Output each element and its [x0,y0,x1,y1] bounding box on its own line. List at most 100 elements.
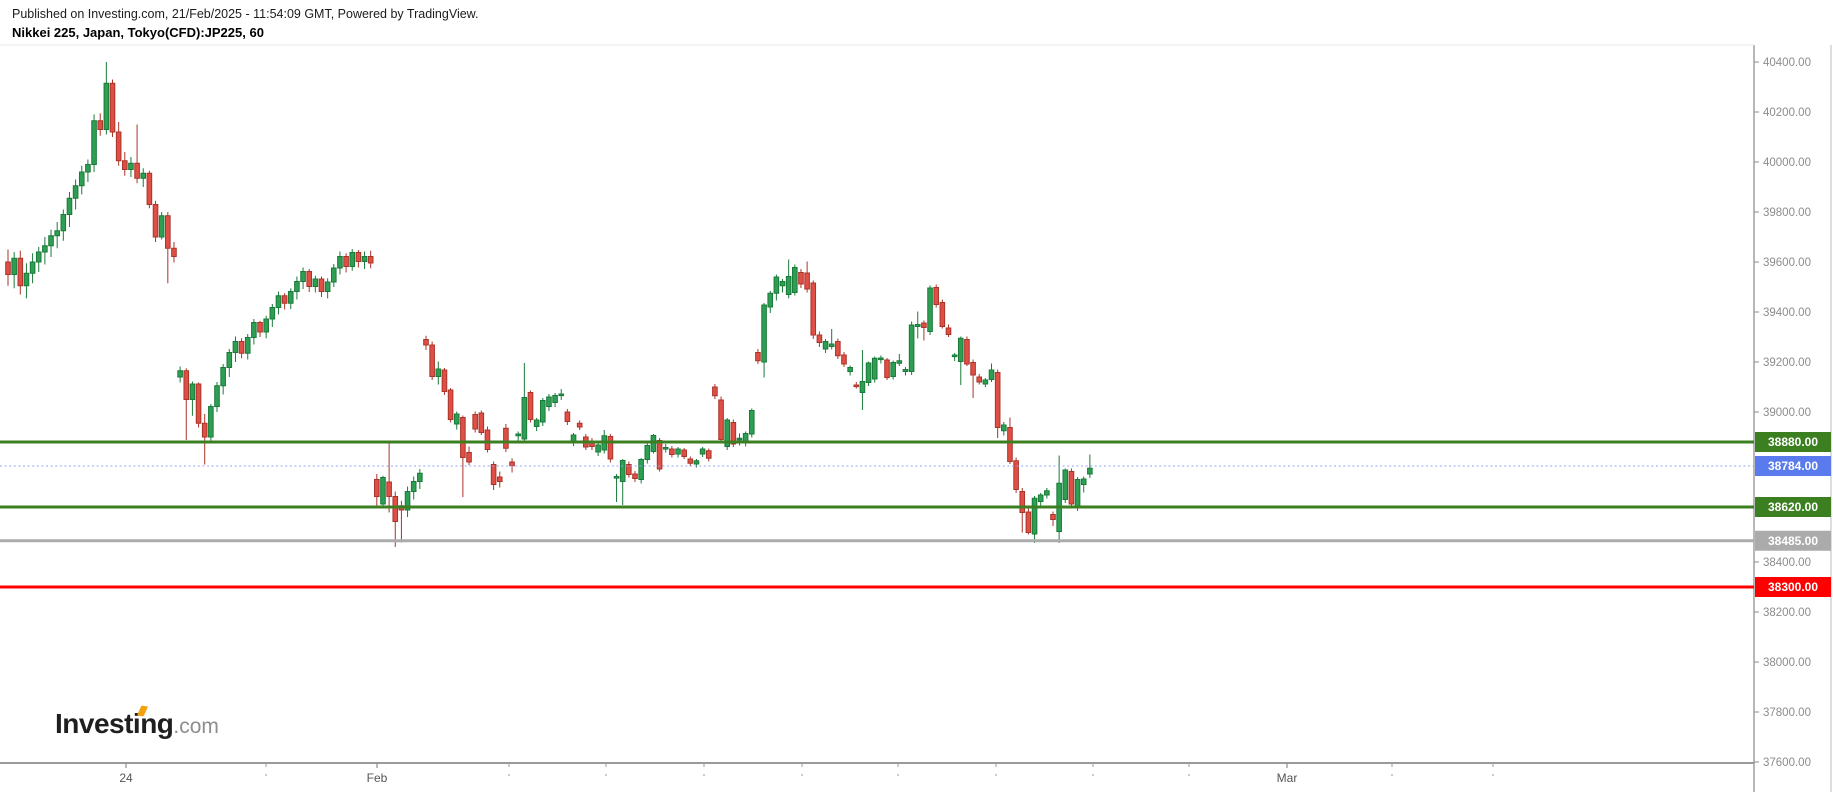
instrument-title: Nikkei 225, Japan, Tokyo(CFD):JP225, 60 [12,25,264,40]
candle-body [263,318,269,333]
time-minor-dot [1492,774,1494,776]
candle-body [300,271,306,282]
candle-body [675,448,681,455]
candle-body [957,337,964,362]
time-tick-label: 24 [119,771,133,785]
candle-body [355,252,362,262]
candle-body [183,370,190,400]
candle-body [718,399,724,440]
candle-body [318,278,325,292]
candle-body [576,422,583,428]
candle-body [232,341,239,353]
candle-body [324,281,331,292]
candle-body [374,479,380,497]
candle-body [761,304,767,363]
candle-body [121,160,128,170]
candle-body [945,327,952,335]
candle-body [539,400,546,423]
price-label-text: 38620.00 [1768,500,1818,514]
time-minor-dot [801,774,803,776]
candle-body [257,322,263,333]
candle-body [17,257,24,287]
candle-body [85,164,91,173]
candle-body [724,419,730,447]
candle-body [779,281,786,287]
candle-body [662,447,669,450]
candle-body [847,367,853,372]
candle-body [853,384,860,388]
candle-body [410,481,417,492]
candle-body [804,272,810,290]
candle-body [429,344,435,377]
price-tick-label: 40000.00 [1763,157,1811,169]
candle-body [140,172,147,179]
price-label-text: 38300.00 [1768,580,1818,594]
candle-body [884,359,890,378]
candle-body [976,376,983,383]
candle-body [810,282,817,336]
candle-body [244,337,251,354]
candle-body [939,302,946,327]
price-label-box-last-price [1755,456,1831,476]
candle-body [964,339,970,365]
candle-body [632,473,638,479]
time-minor-dot [703,774,705,776]
candle-body [171,247,177,257]
candle-body [656,440,663,470]
candle-body [951,354,958,358]
candle-body [386,481,392,497]
candle-body [5,261,11,275]
time-minor-dot [1391,774,1393,776]
candle-body [816,334,823,343]
candle-body [392,496,399,522]
price-tick-label: 39600.00 [1763,257,1811,269]
candle-body [330,267,337,283]
candlestick-layer[interactable] [5,62,1093,547]
level-lines[interactable] [0,440,1754,589]
candle-body [970,362,976,376]
candle-body [189,383,196,400]
time-tick-label: Mar [1277,771,1298,785]
candle-body [35,251,42,263]
candle-body [699,448,706,455]
candle-body [417,472,423,482]
time-minor-dot [605,774,607,776]
candle-body [533,419,540,427]
candle-body [1080,478,1087,485]
candle-body [97,120,104,130]
candle-body [11,257,17,275]
candle-body [91,120,97,165]
price-label-text: 38485.00 [1768,534,1818,548]
price-tick-label: 39800.00 [1763,207,1811,219]
candle-body [515,433,522,437]
candle-body [792,267,798,293]
candle-body [453,413,460,425]
price-label-text: 38784.00 [1768,459,1818,473]
candle-body [306,271,313,287]
candle-body [208,406,214,438]
candle-body [1062,469,1069,500]
candle-body [552,395,558,403]
price-label-box-support [1755,497,1831,517]
candle-body [1013,460,1019,490]
candle-body [595,444,601,453]
candle-body [177,370,183,378]
candle-body [933,287,939,305]
price-axis[interactable]: 40400.00 40200.00 40000.00 39800.00 39600.00… [1754,57,1811,769]
candle-body [435,368,442,377]
candle-body [128,162,134,170]
time-axis[interactable]: 24 Feb Mar [119,763,1494,785]
candle-body [195,383,202,424]
candle-body [42,245,48,253]
price-tick-label: 38200.00 [1763,607,1811,619]
candle-body [226,352,233,368]
candle-body [755,352,761,362]
candle-body [626,464,632,475]
candle-body [275,295,282,308]
candle-body [736,437,743,441]
price-label-box-support [1755,530,1831,551]
candle-body [115,131,122,162]
candle-body [773,276,780,294]
candle-body [712,386,718,397]
